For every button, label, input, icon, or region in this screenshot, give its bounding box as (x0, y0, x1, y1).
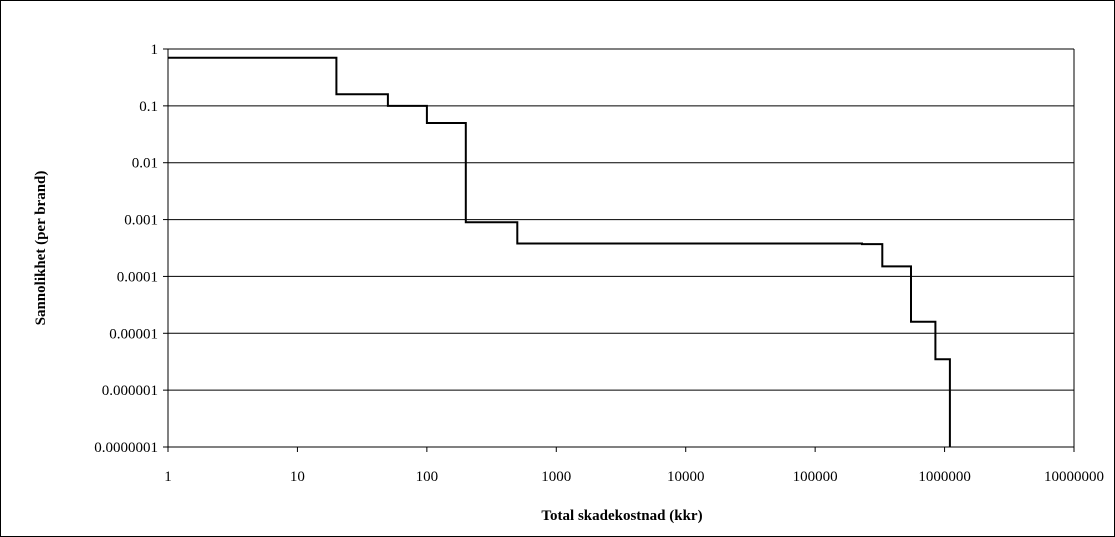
y-tick-label: 0.1 (139, 99, 158, 115)
y-tick-label: 0.000001 (102, 383, 158, 399)
gridlines (168, 105, 1074, 391)
x-axis-ticks: 1 10 100 1000 10000 100000 1000000 10000000 (164, 447, 1104, 485)
y-tick-label: 0.0000001 (94, 440, 158, 456)
x-tick-label: 10000000 (1044, 469, 1104, 485)
x-tick-label: 1 (164, 469, 172, 485)
x-tick-label: 10000 (667, 469, 705, 485)
x-tick-label: 100000 (793, 469, 838, 485)
y-axis-ticks: 1 0.1 0.01 0.001 0.0001 0.00001 0.000001 0.0000… (94, 42, 168, 456)
plot-area (167, 48, 1075, 448)
y-tick-label: 0.00001 (109, 326, 158, 342)
y-tick-label: 0.001 (124, 213, 158, 229)
y-axis-title: Sannolikhet (per brand) (33, 171, 49, 326)
y-tick-label: 0.01 (132, 156, 158, 172)
x-tick-label: 1000 (541, 469, 571, 485)
x-tick-label: 10 (290, 469, 305, 485)
series-line (168, 56, 951, 447)
y-tick-label: 0.0001 (117, 269, 158, 285)
x-tick-label: 100 (416, 469, 439, 485)
x-tick-label: 1000000 (918, 469, 971, 485)
x-axis-title: Total skadekostnad (kkr) (541, 508, 702, 524)
series-group (168, 56, 951, 447)
y-tick-label: 1 (151, 42, 159, 58)
